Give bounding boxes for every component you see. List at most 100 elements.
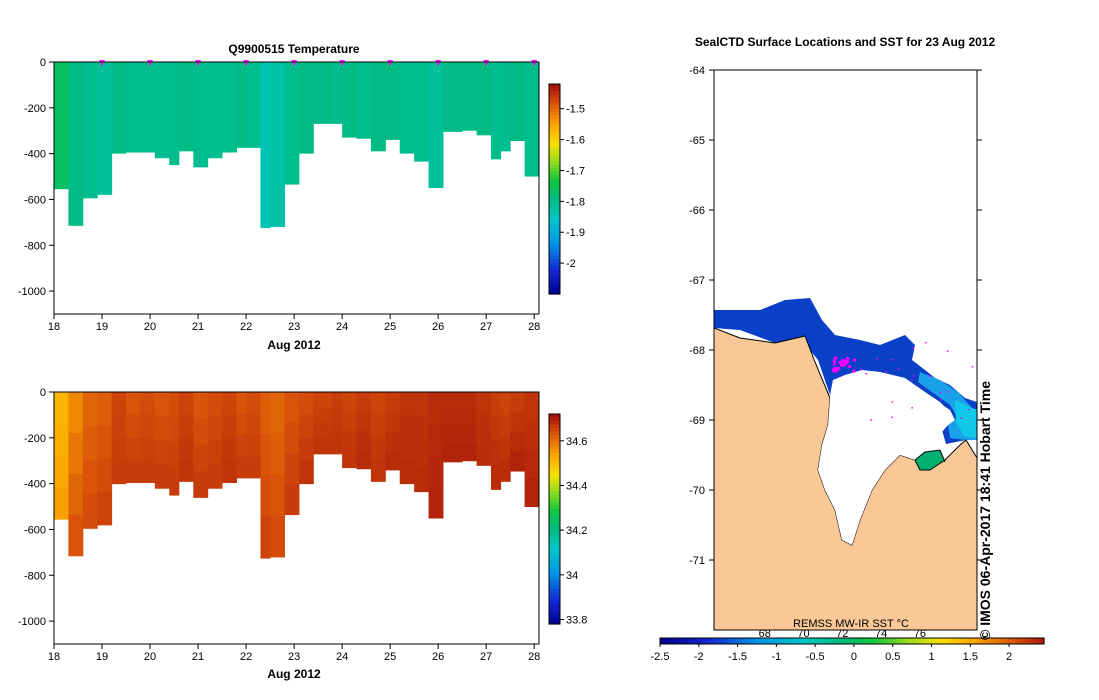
sst-celsius-label: -1 — [771, 651, 781, 663]
colorbar-swatch — [549, 164, 560, 169]
colorbar-swatch — [549, 94, 560, 99]
colorbar-swatch — [549, 227, 560, 232]
colorbar-swatch — [549, 620, 560, 625]
sst-colorbar-swatch — [904, 638, 911, 644]
y-tick-label: -200 — [24, 103, 46, 115]
sst-colorbar-swatch — [909, 638, 915, 644]
colorbar-tick-label: 34.2 — [566, 525, 587, 537]
salinity-profile-cell — [97, 392, 113, 426]
x-tick-label: 18 — [48, 651, 60, 663]
colorbar-swatch — [549, 540, 560, 545]
salinity-profile-cell — [178, 414, 194, 438]
salinity-profile-cell — [476, 392, 492, 411]
lat-tick-label: -67 — [689, 275, 705, 287]
salinity-profile-cell — [428, 486, 444, 519]
colorbar-swatch — [549, 126, 560, 131]
x-tick-label: 19 — [96, 321, 108, 333]
salinity-profile-cell — [54, 423, 69, 457]
temperature-profile-column — [414, 62, 430, 162]
salinity-profile-cell — [385, 411, 401, 432]
sst-fahrenheit-label: 74 — [875, 628, 887, 640]
temperature-profile-column — [476, 62, 492, 136]
x-tick-label: 18 — [48, 321, 60, 333]
salinity-profile-cell — [500, 414, 511, 438]
colorbar-swatch — [549, 290, 560, 295]
colorbar-swatch — [549, 557, 560, 562]
temperature-profile-column — [462, 62, 478, 131]
salinity-profile-cell — [284, 422, 300, 454]
salinity-profile-cell — [414, 466, 430, 493]
salinity-profile-cell — [500, 459, 511, 482]
seal-location-sparse — [911, 407, 913, 409]
colorbar-swatch — [549, 91, 560, 96]
sst-colorbar-swatch — [895, 638, 901, 644]
salinity-profile-cell — [54, 487, 69, 520]
salinity-section-chart: 18 19 20 21 22 23 24 25 26 27 28 0 -200 -400 -600 -800 -… — [18, 387, 588, 681]
seal-location — [833, 366, 837, 370]
sst-colorbar-swatch — [885, 638, 891, 644]
salinity-profile-cell — [500, 436, 511, 460]
temperature-profile-column — [313, 62, 334, 124]
salinity-x-axis-label: Aug 2012 — [267, 667, 321, 681]
salinity-profile-cell — [476, 446, 492, 466]
temperature-profile-column — [500, 62, 511, 152]
salinity-axes: 18 19 20 21 22 23 24 25 26 27 28 0 -200 -400 -600 -800 -… — [18, 387, 540, 663]
salinity-profile-cell — [490, 465, 502, 490]
colorbar-swatch — [549, 122, 560, 127]
colorbar-swatch — [549, 582, 560, 587]
salinity-profile-cell — [510, 411, 526, 433]
salinity-profile-cell — [510, 392, 526, 413]
salinity-colorbar: 34.6 34.4 34.2 34 33.8 — [548, 413, 587, 627]
sst-celsius-label: 2 — [1006, 651, 1012, 663]
colorbar-frame — [548, 83, 561, 295]
sst-fahrenheit-label: 70 — [797, 628, 809, 640]
seal-location-sparse — [912, 375, 915, 377]
colorbar-swatch — [549, 150, 560, 155]
seal-location — [831, 368, 835, 372]
colorbar-swatch — [549, 115, 560, 120]
colorbar-swatch — [549, 252, 560, 257]
salinity-profile-cell — [370, 392, 386, 415]
salinity-profile-cell — [298, 392, 314, 416]
sst-fahrenheit-label: 72 — [836, 628, 848, 640]
colorbar-swatch — [549, 168, 560, 173]
salinity-profile-cell — [178, 392, 194, 415]
temperature-profile-column — [97, 62, 113, 195]
sst-colorbar-swatch — [1024, 638, 1031, 644]
sst-colorbar-swatch — [799, 638, 805, 644]
salinity-profile-cell — [82, 494, 98, 529]
sst-fahrenheit-label: 68 — [759, 628, 771, 640]
salinity-profile-cell — [246, 392, 261, 414]
temperature-profile-column — [284, 62, 300, 185]
sst-colorbar-swatch — [996, 638, 1002, 644]
colorbar-swatch — [549, 445, 560, 450]
temperature-colorbar: -1.5 -1.6 -1.7 -1.8 -1.9 -2 — [548, 83, 585, 295]
salinity-profile-cell — [298, 414, 314, 439]
colorbar-swatch — [549, 157, 560, 162]
sst-colorbar-swatch — [924, 638, 930, 644]
x-tick-label: 22 — [240, 651, 252, 663]
salinity-profile-cell — [284, 392, 300, 424]
sst-colorbar-swatch — [852, 638, 858, 644]
sst-colorbar-swatch — [914, 638, 920, 644]
sst-colorbar-swatch — [674, 638, 680, 644]
salinity-profile-cell — [207, 392, 223, 417]
temperature-profile-column — [193, 62, 209, 168]
sst-colorbar-swatch — [991, 638, 997, 644]
salinity-profile-cell — [510, 431, 526, 452]
colorbar-swatch — [549, 255, 560, 260]
sst-colorbar-swatch — [698, 638, 704, 644]
colorbar-swatch — [549, 519, 560, 524]
colorbar-swatch — [549, 508, 560, 513]
salinity-profile-cell — [428, 423, 444, 456]
sst-colorbar-swatch — [813, 638, 819, 644]
seal-location-sparse — [865, 372, 868, 375]
seal-location — [846, 359, 850, 363]
colorbar-swatch — [549, 161, 560, 166]
x-tick-label: 23 — [288, 651, 300, 663]
salinity-profile-cell — [68, 392, 84, 434]
colorbar-swatch — [549, 578, 560, 583]
colorbar-swatch — [549, 280, 560, 285]
salinity-profile-cell — [154, 464, 170, 489]
temperature-profile-column — [140, 62, 156, 153]
